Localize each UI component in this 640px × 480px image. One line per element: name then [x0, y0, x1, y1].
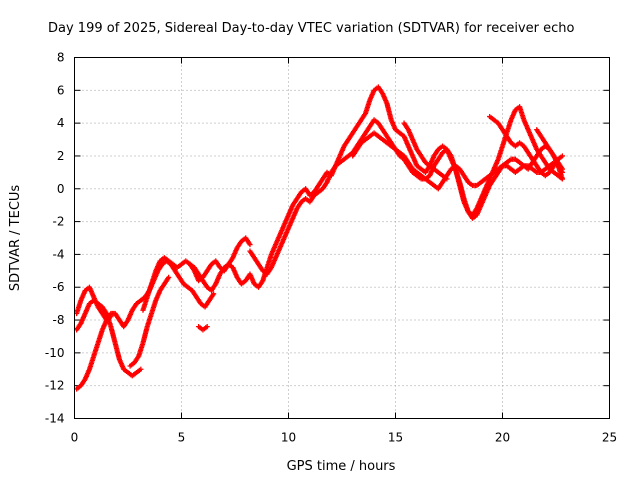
- y-tick-label: 0: [57, 182, 65, 196]
- x-tick-label: 25: [602, 431, 617, 445]
- data-points: [74, 84, 566, 392]
- y-tick-label: -14: [45, 412, 65, 426]
- y-tick-label: 8: [57, 51, 65, 65]
- y-tick-label: 2: [57, 149, 65, 163]
- y-tick-labels: -14 -12 -10 -8 -6 -4 -2 0 2 4 6 8: [45, 51, 65, 426]
- y-tick-label: 6: [57, 83, 65, 97]
- data-point: [166, 274, 172, 280]
- data-point: [444, 176, 450, 182]
- data-point: [559, 176, 566, 182]
- x-tick-label: 20: [495, 431, 510, 445]
- data-point: [211, 291, 217, 297]
- data-point: [559, 153, 566, 159]
- y-tick-label: -12: [45, 379, 65, 393]
- y-tick-label: -8: [53, 313, 65, 327]
- grid-lines: [74, 57, 610, 419]
- x-axis-label: GPS time / hours: [287, 459, 396, 474]
- x-tick-label: 0: [71, 431, 79, 445]
- x-tick-label: 10: [281, 431, 296, 445]
- data-point: [108, 314, 114, 320]
- data-point: [204, 324, 210, 330]
- y-tick-label: 4: [57, 116, 65, 130]
- y-tick-label: -4: [53, 247, 65, 261]
- y-axis-label: SDTVAR / TECUs: [8, 185, 23, 292]
- x-tick-label: 5: [178, 431, 186, 445]
- data-point: [138, 366, 144, 372]
- chart-title: Day 199 of 2025, Sidereal Day-to-day VTE…: [48, 21, 575, 36]
- y-tick-label: -10: [45, 346, 65, 360]
- data-point: [247, 241, 253, 248]
- x-tick-labels: 0 5 10 15 20 25: [71, 431, 617, 445]
- y-tick-label: -6: [53, 280, 65, 294]
- y-tick-label: -2: [53, 215, 65, 229]
- plot-frame: [74, 57, 610, 419]
- x-tick-label: 15: [388, 431, 403, 445]
